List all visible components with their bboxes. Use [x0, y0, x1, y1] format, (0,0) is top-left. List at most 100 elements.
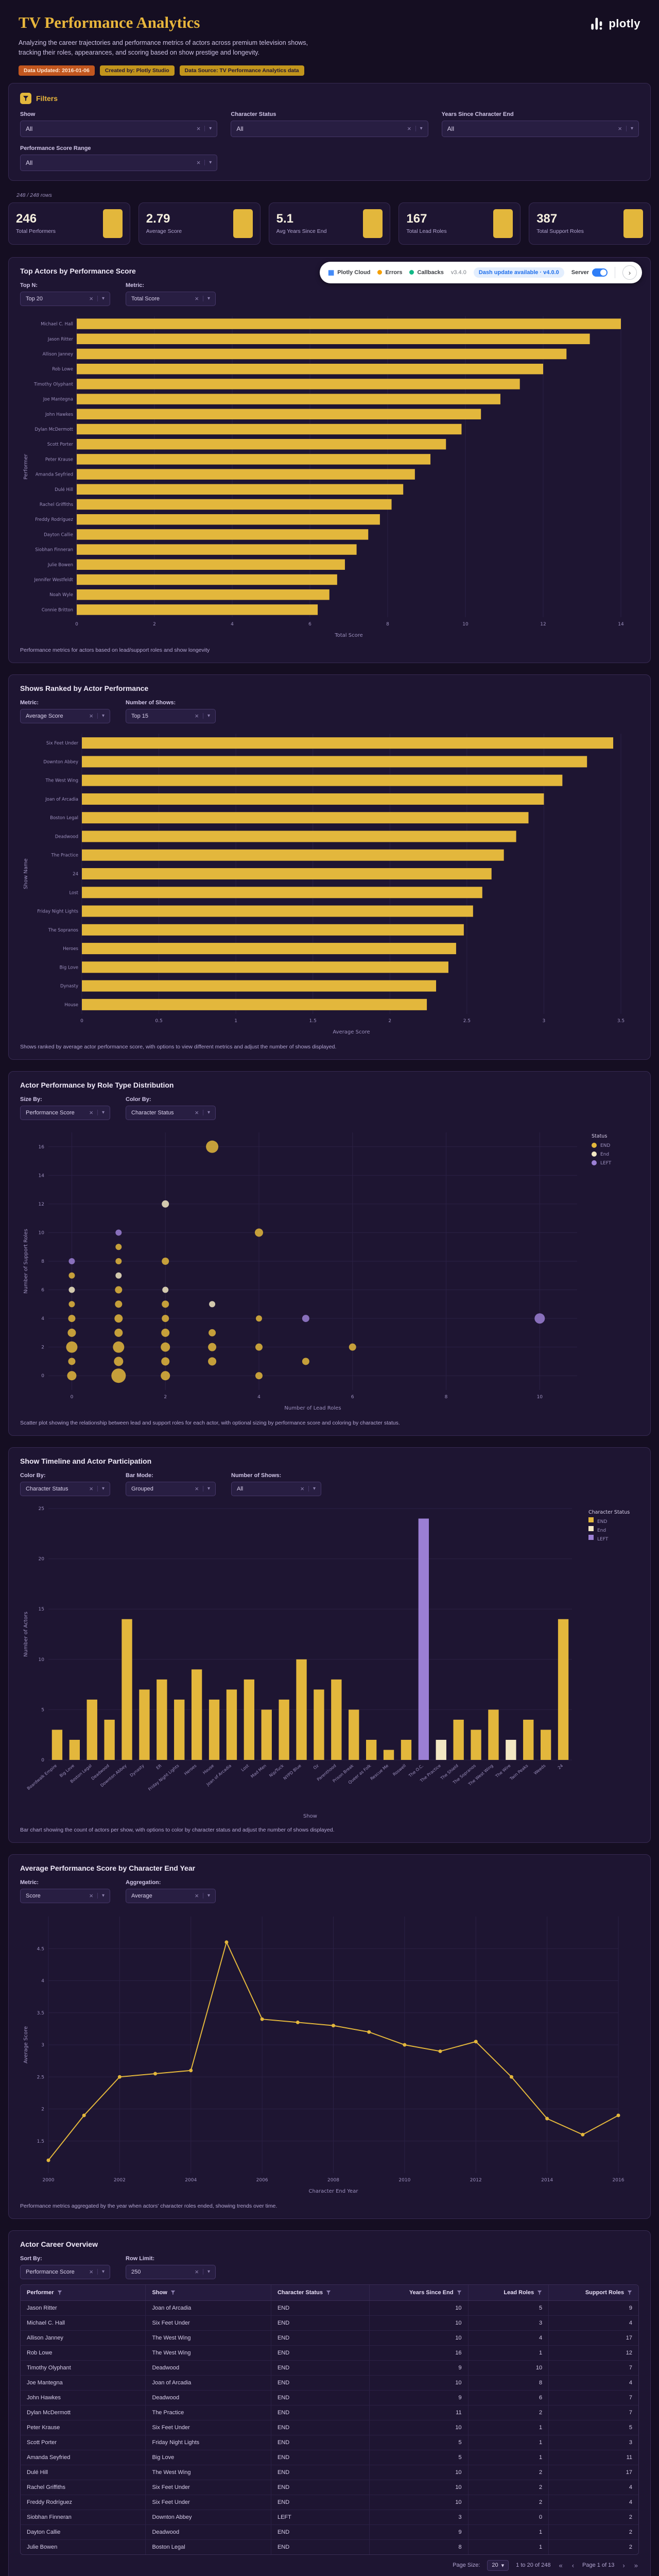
callbacks-button[interactable]: Callbacks — [409, 269, 444, 276]
update-pill[interactable]: Dash update available · v4.0.0 — [473, 267, 564, 278]
bar[interactable] — [77, 604, 318, 615]
bar[interactable] — [86, 1699, 97, 1760]
scatter-point[interactable] — [209, 1301, 216, 1308]
table-row[interactable]: Peter Krause Six Feet Under END 10 1 5 — [21, 2420, 638, 2435]
clear-icon[interactable]: × — [195, 295, 199, 303]
line-marker[interactable] — [616, 2113, 620, 2117]
bar[interactable] — [191, 1669, 202, 1760]
column-header[interactable]: Character Status — [271, 2284, 370, 2300]
chevron-down-icon[interactable]: ▾ — [202, 1110, 210, 1116]
chevron-down-icon[interactable]: ▾ — [204, 160, 212, 166]
scatter-point[interactable] — [67, 1370, 77, 1380]
clear-icon[interactable]: × — [407, 125, 411, 133]
errors-button[interactable]: Errors — [377, 269, 402, 276]
number-of-shows-dropdown[interactable]: Top 15 × ▾ — [126, 708, 216, 723]
sort-by-dropdown[interactable]: Performance Score × ▾ — [20, 2264, 110, 2279]
bar[interactable] — [82, 831, 516, 842]
scatter-point[interactable] — [111, 1368, 126, 1383]
scatter-point[interactable] — [208, 1357, 217, 1366]
table-row[interactable]: Jason Ritter Joan of Arcadia END 10 5 9 — [21, 2300, 638, 2316]
line-marker[interactable] — [367, 2030, 371, 2034]
line-marker[interactable] — [224, 1940, 229, 1944]
bar-mode-dropdown[interactable]: Grouped × ▾ — [126, 1481, 216, 1496]
scatter-point[interactable] — [162, 1200, 169, 1208]
chevron-down-icon[interactable]: ▾ — [202, 1893, 210, 1899]
bar[interactable] — [77, 544, 357, 555]
filter-icon[interactable] — [537, 2290, 542, 2295]
scatter-point[interactable] — [206, 1140, 219, 1153]
clear-icon[interactable]: × — [618, 125, 622, 133]
performance-score-range-dropdown[interactable]: All × ▾ — [20, 154, 218, 171]
bar[interactable] — [157, 1679, 167, 1760]
character-status-filter-dropdown[interactable]: All × ▾ — [231, 120, 428, 137]
bar[interactable] — [488, 1709, 499, 1760]
filter-icon[interactable] — [170, 2290, 176, 2295]
bar[interactable] — [82, 942, 456, 954]
clear-icon[interactable]: × — [196, 125, 201, 133]
bar[interactable] — [82, 980, 437, 992]
line-marker[interactable] — [189, 2069, 193, 2073]
clear-icon[interactable]: × — [195, 712, 199, 720]
filter-icon[interactable] — [326, 2290, 331, 2295]
bar[interactable] — [104, 1719, 115, 1760]
bar[interactable] — [82, 849, 504, 861]
scatter-point[interactable] — [161, 1328, 170, 1337]
bar[interactable] — [82, 924, 464, 936]
table-row[interactable]: Rob Lowe The West Wing END 16 1 12 — [21, 2345, 638, 2361]
chevron-down-icon[interactable]: ▾ — [97, 1893, 105, 1899]
bar[interactable] — [122, 1619, 132, 1760]
last-page-button[interactable]: » — [634, 2561, 638, 2569]
bar[interactable] — [77, 499, 392, 510]
bar[interactable] — [401, 1739, 412, 1760]
table-row[interactable]: Rachel Griffiths Six Feet Under END 10 2 4 — [21, 2480, 638, 2495]
clear-icon[interactable]: × — [195, 2268, 199, 2276]
column-header[interactable]: Support Roles — [549, 2285, 638, 2300]
toggle-icon[interactable] — [592, 268, 608, 277]
bar[interactable] — [296, 1659, 307, 1760]
table-row[interactable]: Dulé Hill The West Wing END 10 2 17 — [21, 2465, 638, 2480]
bar[interactable] — [349, 1709, 359, 1760]
scatter-point[interactable] — [68, 1301, 75, 1308]
scatter-point[interactable] — [161, 1357, 170, 1366]
clear-icon[interactable]: × — [89, 1892, 93, 1900]
bar[interactable] — [77, 333, 590, 344]
bar[interactable] — [77, 453, 431, 465]
column-header[interactable]: Lead Roles — [469, 2284, 549, 2300]
page-size-dropdown[interactable]: 20 ▾ — [487, 2560, 509, 2571]
scatter-point[interactable] — [302, 1358, 309, 1365]
clear-icon[interactable]: × — [89, 295, 93, 303]
scatter-point[interactable] — [534, 1313, 545, 1324]
column-header[interactable]: Show — [146, 2284, 271, 2300]
bar[interactable] — [82, 998, 427, 1010]
scatter-point[interactable] — [254, 1228, 263, 1237]
line-marker[interactable] — [260, 2017, 264, 2021]
color-by-dropdown[interactable]: Character Status × ▾ — [20, 1481, 110, 1496]
bar[interactable] — [82, 961, 448, 973]
chevron-down-icon[interactable]: ▾ — [97, 1110, 105, 1116]
bar[interactable] — [383, 1750, 394, 1760]
table-row[interactable]: Scott Porter Friday Night Lights END 5 1 3 — [21, 2435, 638, 2450]
bar[interactable] — [82, 887, 482, 899]
column-header[interactable]: Performer — [21, 2284, 146, 2300]
bar[interactable] — [540, 1730, 551, 1760]
chevron-down-icon[interactable]: ▾ — [97, 296, 105, 302]
clear-icon[interactable]: × — [89, 1109, 93, 1117]
bar[interactable] — [418, 1518, 429, 1760]
table-row[interactable]: Siobhan Finneran Downton Abbey LEFT 3 0 2 — [21, 2510, 638, 2525]
size-by-dropdown[interactable]: Performance Score × ▾ — [20, 1105, 110, 1120]
line-marker[interactable] — [581, 2132, 585, 2137]
scatter-point[interactable] — [67, 1328, 76, 1337]
previous-page-button[interactable]: ‹ — [571, 2561, 575, 2569]
scatter-point[interactable] — [115, 1229, 122, 1236]
bar[interactable] — [139, 1689, 150, 1760]
bar[interactable] — [471, 1730, 481, 1760]
bar[interactable] — [82, 811, 529, 823]
color-by-dropdown[interactable]: Character Status × ▾ — [126, 1105, 216, 1120]
table-row[interactable]: Amanda Seyfried Big Love END 5 1 11 — [21, 2450, 638, 2465]
bar[interactable] — [82, 793, 544, 805]
line-marker[interactable] — [153, 2072, 158, 2076]
bar[interactable] — [558, 1619, 569, 1760]
chevron-down-icon[interactable]: ▾ — [204, 126, 212, 132]
scatter-point[interactable] — [115, 1272, 122, 1279]
chevron-down-icon[interactable]: ▾ — [202, 713, 210, 719]
